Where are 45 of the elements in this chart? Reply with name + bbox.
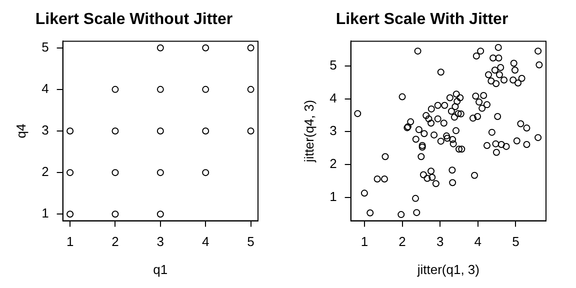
y-tick-label: 3 <box>42 122 49 138</box>
x-tick-label: 4 <box>474 234 482 250</box>
x-tick-label: 5 <box>512 234 520 250</box>
x-tick-label: 1 <box>360 234 368 250</box>
y-tick-label: 2 <box>330 156 337 172</box>
x-axis-title: jitter(q1, 3) <box>416 262 480 277</box>
x-axis-title: q1 <box>153 262 168 277</box>
x-tick-label: 5 <box>247 234 254 250</box>
x-tick-label: 4 <box>202 234 210 250</box>
point <box>156 128 164 134</box>
point <box>66 128 74 134</box>
x-tick-label: 3 <box>156 234 164 250</box>
point <box>247 44 254 52</box>
point <box>66 169 74 176</box>
point <box>202 44 210 52</box>
point <box>156 44 164 52</box>
y-tick-label: 1 <box>42 206 49 221</box>
point <box>156 210 164 218</box>
x-tick-label: 2 <box>398 234 406 250</box>
point <box>66 210 74 218</box>
point <box>156 169 164 176</box>
y-tick-label: 5 <box>330 57 337 72</box>
point <box>247 86 254 93</box>
point <box>156 86 164 93</box>
point <box>112 169 119 176</box>
y-tick-label: 2 <box>42 164 49 180</box>
point <box>112 128 119 134</box>
y-tick-label: 5 <box>42 39 49 54</box>
x-tick-label: 1 <box>66 234 74 250</box>
x-tick-label: 3 <box>436 234 444 250</box>
chart-title: Likert Scale With Jitter <box>336 11 508 28</box>
y-axis-title: q4 <box>13 124 28 138</box>
point <box>247 128 254 134</box>
chart-title: Likert Scale Without Jitter <box>35 11 233 28</box>
y-tick-label: 1 <box>330 189 337 204</box>
point <box>112 210 119 218</box>
point <box>202 86 210 93</box>
y-tick-label: 4 <box>330 90 337 106</box>
point <box>202 169 210 176</box>
x-tick-label: 2 <box>112 234 119 250</box>
point <box>112 86 119 93</box>
y-tick-label: 4 <box>42 81 49 96</box>
y-axis-title: jitter(q4, 3) <box>301 100 316 164</box>
y-tick-label: 3 <box>330 123 337 138</box>
point <box>202 128 210 134</box>
